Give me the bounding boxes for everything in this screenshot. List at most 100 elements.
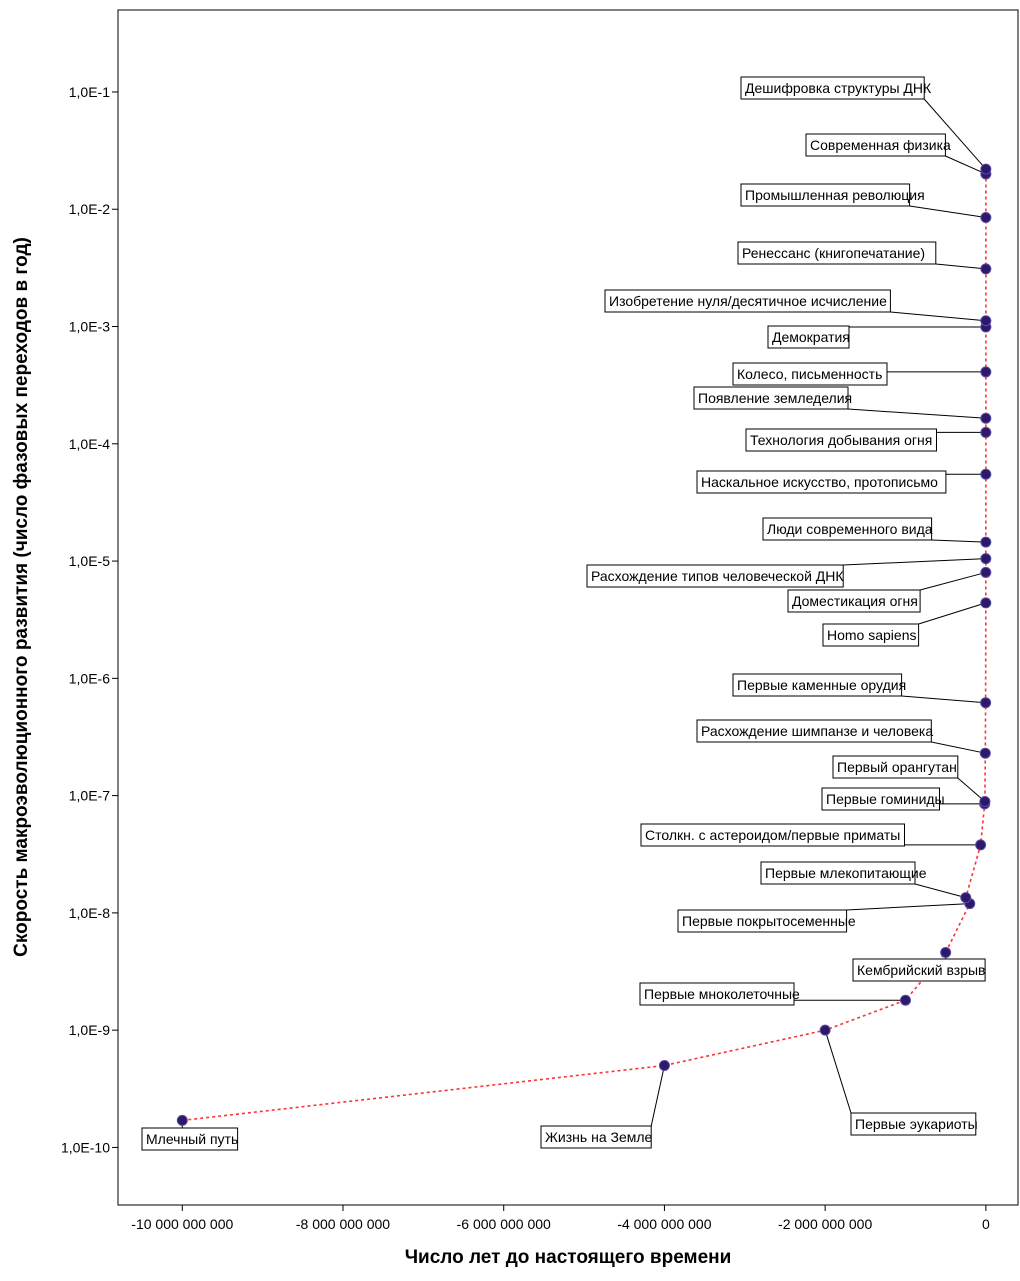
y-tick-label: 1,0E-1 [69,84,110,100]
x-tick-label: -8 000 000 000 [296,1216,390,1232]
data-point [980,566,992,578]
leader-line [935,263,986,270]
data-label-box [696,470,947,494]
data-label-box [640,823,905,847]
leader-line [847,408,986,419]
trend-line-group [182,169,987,1122]
data-label: Первый орангутан [837,759,957,775]
data-label-box [805,133,946,157]
y-tick-label: 1,0E-10 [61,1139,110,1155]
x-axis-title: Число лет до настоящего времени [405,1247,732,1268]
data-point [979,796,991,808]
data-label: Первые покрытосеменные [682,913,856,929]
plot-frame [117,9,1019,1206]
data-label: Появление земледелия [698,390,852,406]
data-point [176,1114,188,1126]
data-label: Кембрийский взрыв [857,962,986,978]
data-label: Люди современного вида [767,521,933,537]
data-point [980,536,992,548]
data-points [176,163,992,1126]
data-label-box [677,909,848,933]
data-point [980,315,992,327]
data-point [819,1024,831,1036]
data-label-box [787,589,921,613]
y-tick-label: 1,0E-3 [69,319,110,335]
leader-line [824,1030,852,1114]
leader-line [919,571,986,591]
data-label-box [767,325,850,349]
y-tick-label: 1,0E-4 [69,436,110,452]
data-label-box [850,1112,977,1136]
y-tick-label: 1,0E-6 [69,670,110,686]
data-label-box [737,241,937,265]
data-point [960,892,972,904]
data-point [900,994,911,1006]
data-label: Современная физика [810,137,951,153]
leader-lines [181,98,987,1128]
trend-line [182,169,987,1122]
data-label: Расхождение типов человеческой ДНК [591,568,844,584]
data-point [658,1059,670,1071]
data-point [980,212,992,224]
x-tick-label: 0 [982,1216,990,1232]
data-point [980,163,992,175]
data-label: Расхождение шимпанзе и человека [701,723,933,739]
y-axis-title: Скорость макроэволюционного развития (чи… [11,237,32,957]
data-label: Homo sapiens [827,627,917,643]
data-label-box [639,982,795,1006]
data-labels: Млечный путь Жизнь на Земле Первые эукарио… [141,76,986,1151]
data-label: Первые эукариоты [855,1116,978,1132]
x-tick-label: -6 000 000 000 [457,1216,551,1232]
leader-line [901,695,986,704]
y-tick-label: 1,0E-2 [69,201,110,217]
data-point [980,468,992,480]
data-label: Дешифровка структуры ДНК [745,80,932,96]
data-label-box [586,564,844,588]
y-axis: 1,0E-10 1,0E-9 1,0E-8 1,0E-7 1,0E-6 1,0E-5 1,0… [61,84,118,1155]
leader-line [843,558,986,566]
data-point [980,366,992,378]
data-label: Промышленная революция [745,187,925,203]
y-tick-label: 1,0E-9 [69,1022,110,1038]
data-label: Первые мноколеточные [644,986,800,1002]
data-label-box [141,1127,239,1151]
data-point [975,839,987,851]
data-label: Столкн. с астероидом/первые приматы [645,827,900,843]
data-point [980,263,992,275]
data-label-box [693,386,849,410]
data-label-box [760,861,916,885]
leader-line [909,205,986,219]
data-label: Млечный путь [146,1131,238,1147]
data-label: Колесо, письменность [737,366,882,382]
leader-line [846,903,970,911]
data-point [979,747,991,759]
data-label-box [762,517,933,541]
leader-line [957,777,986,802]
data-label-box [740,76,925,100]
x-tick-label: -4 000 000 000 [617,1216,711,1232]
data-label-box [696,719,932,743]
data-point [980,553,992,565]
leader-line [931,539,986,543]
data-point [940,946,952,958]
x-axis: -10 000 000 000 -8 000 000 000 -6 000 000 … [131,1205,990,1232]
data-label-box [745,428,937,452]
data-label: Демократия [772,329,850,345]
data-label: Первые млекопитающие [765,865,927,881]
leader-line [650,1065,665,1127]
data-label-box [732,673,903,697]
data-label: Жизнь на Земле [545,1129,653,1145]
data-label: Первые каменные орудия [737,677,906,693]
data-label: Первые гоминиды [826,791,945,807]
leader-line [931,741,986,754]
data-label: Доместикация огня [792,593,918,609]
data-label-box [822,623,920,647]
leader-line [918,602,986,625]
data-label-box [852,958,986,982]
leader-line [914,883,966,899]
data-label-box [540,1125,652,1149]
data-label: Ренессанс (книгопечатание) [742,245,925,261]
data-point [980,697,992,709]
